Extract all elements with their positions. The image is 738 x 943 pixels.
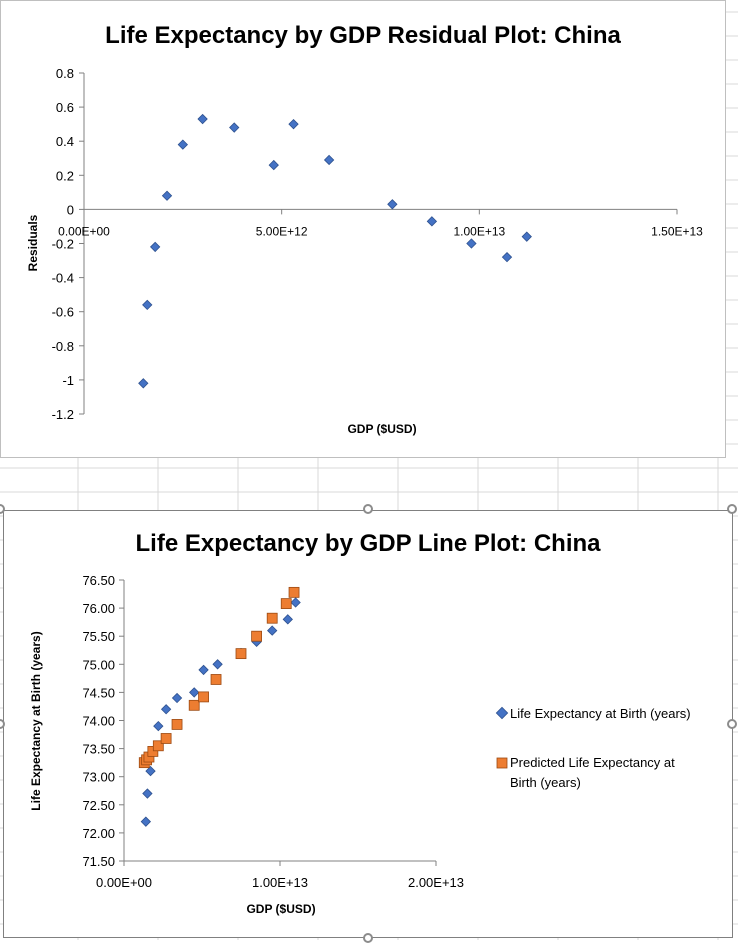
data-point [288,118,299,130]
y-tick-label: 0.6 [56,100,74,115]
marks-group [138,113,532,389]
actual-point [198,664,209,676]
predicted-point [251,630,263,642]
y-tick-label: -1.2 [52,407,74,422]
y-tick-label: 73.00 [82,770,115,785]
actual-point [212,659,223,670]
y-axis-label: Residuals [26,214,40,271]
legend-label-predicted: Predicted Life Expectancy at Birth (years… [510,755,675,790]
predicted-point [171,719,183,730]
axes-group: 76.50 76.00 75.50 75.00 74.50 74.00 73.50 73.00… [82,573,464,890]
y-tick-label: 72.00 [82,826,115,841]
y-tick-label: 76.00 [82,601,115,616]
resize-handle[interactable] [727,504,737,514]
predicted-point [160,733,172,744]
y-tick-label: 74.00 [82,714,115,729]
actual-point [189,687,200,698]
y-tick-label: 0.2 [56,168,74,183]
residual-plot-chart[interactable]: Life Expectancy by GDP Residual Plot: Ch… [0,0,726,458]
predicted-point [235,648,247,660]
x-axis-label: GDP ($USD) [246,902,315,916]
x-tick-label: 1.00E+13 [252,875,308,890]
y-tick-label: -0.2 [52,237,74,252]
predicted-point [280,598,292,610]
predicted-point [188,699,200,711]
y-tick-label: -0.6 [52,305,74,320]
data-point [142,299,153,311]
data-point [177,139,188,150]
y-tick-label: 0 [67,202,74,217]
data-point [521,231,532,242]
x-tick-label: 5.00E+12 [256,224,308,238]
actual-point [171,692,183,704]
data-point [149,241,161,253]
resize-handle[interactable] [363,504,373,514]
axes-group: 0.8 0.6 0.4 0.2 0 -0.2 -0.4 -0.6 -0.8 -1 -1.2 0.00E… [52,66,704,422]
marks-group [138,586,301,827]
legend-swatch-predicted [496,757,508,769]
predicted-point [147,746,159,757]
x-tick-label: 0.00E+00 [96,875,152,890]
predicted-point [266,612,278,624]
data-point [268,159,279,171]
actual-point [140,816,152,827]
actual-point [282,614,293,625]
legend-swatch-actual [495,706,509,720]
line-plot-chart[interactable]: Life Expectancy by GDP Line Plot: China … [3,510,733,938]
legend-label-line: Birth (years) [510,775,581,790]
resize-handle[interactable] [363,933,373,943]
chart-title: Life Expectancy by GDP Line Plot: China [136,530,602,557]
actual-point [153,720,164,732]
x-axis-label: GDP ($USD) [347,422,416,436]
y-tick-label: -1 [62,373,74,388]
actual-point [290,597,301,608]
data-point [466,238,477,249]
y-tick-label: 74.50 [82,685,115,700]
x-tick-label: 0.00E+00 [58,224,110,238]
data-point [161,190,173,201]
y-tick-label: 73.50 [82,742,115,757]
y-tick-label: 75.50 [82,629,115,644]
y-tick-label: 0.8 [56,66,74,81]
legend-label-line: Predicted Life Expectancy at [510,755,675,770]
x-tick-label: 2.00E+13 [408,875,464,890]
data-point [138,378,149,389]
data-point [197,113,208,125]
predicted-point [288,586,300,598]
x-tick-label: 1.00E+13 [453,224,505,238]
data-point [387,199,398,210]
resize-handle[interactable] [727,719,737,729]
actual-point [267,625,278,636]
actual-point [160,704,172,715]
actual-point [142,788,153,799]
y-axis-label: Life Expectancy at Birth (years) [29,631,43,810]
data-point [229,122,240,133]
predicted-point [152,740,164,752]
y-tick-label: 76.50 [82,573,115,588]
legend-label-actual: Life Expectancy at Birth (years) [510,706,691,721]
resize-handle[interactable] [0,504,5,514]
y-tick-label: 71.50 [82,854,115,869]
predicted-point [198,691,209,703]
predicted-point [210,674,222,685]
resize-handle[interactable] [0,719,5,729]
data-point [426,216,438,227]
actual-point [145,765,156,777]
line-plot-svg: Life Expectancy by GDP Line Plot: China … [29,530,691,916]
residual-plot-svg: Life Expectancy by GDP Residual Plot: Ch… [26,22,704,436]
legend: Life Expectancy at Birth (years) Predict… [495,706,691,790]
x-tick-label: 1.50E+13 [651,224,703,238]
chart-title: Life Expectancy by GDP Residual Plot: Ch… [105,22,621,49]
y-tick-label: 75.00 [82,657,115,672]
y-tick-label: 72.50 [82,798,115,813]
y-tick-label: 0.4 [56,134,74,149]
y-tick-label: -0.4 [52,271,74,286]
data-point [501,251,513,263]
data-point [323,154,335,166]
y-tick-label: -0.8 [52,339,74,354]
